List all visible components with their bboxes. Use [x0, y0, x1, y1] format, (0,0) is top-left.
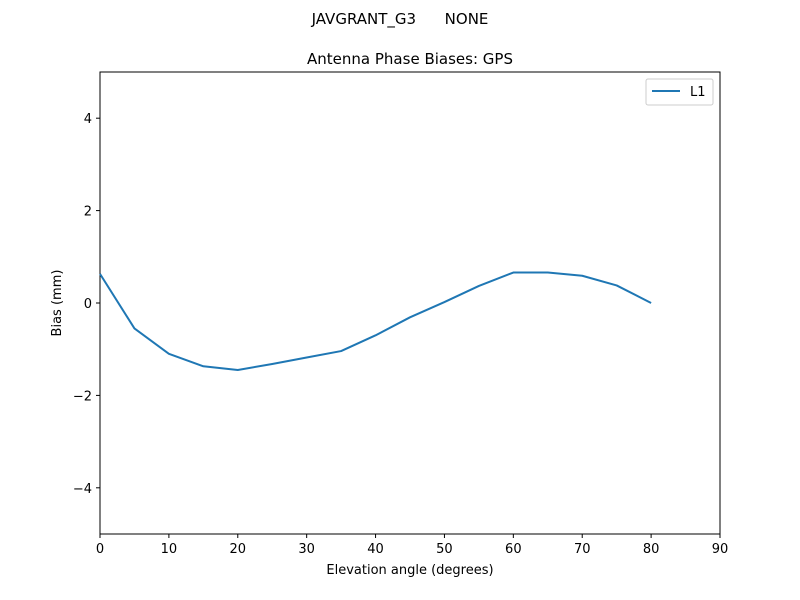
x-tick-label: 10 [161, 542, 178, 557]
x-tick-label: 20 [230, 542, 247, 557]
y-tick-label: −4 [73, 482, 92, 497]
x-tick-label: 70 [574, 542, 591, 557]
x-tick-label: 60 [505, 542, 522, 557]
chart-title: Antenna Phase Biases: GPS [307, 50, 513, 68]
y-tick-label: 2 [84, 205, 92, 220]
y-axis: −4 −2 0 2 4 [73, 112, 100, 497]
x-axis: 0 10 20 30 40 50 60 70 80 90 [96, 534, 728, 557]
y-axis-label: Bias (mm) [50, 270, 65, 337]
x-axis-label: Elevation angle (degrees) [326, 563, 493, 578]
chart-suptitle: JAVGRANT_G3 NONE [311, 10, 489, 29]
legend-label-l1: L1 [690, 85, 706, 100]
legend: L1 [645, 78, 714, 106]
x-tick-label: 80 [643, 542, 660, 557]
x-tick-label: 40 [367, 542, 384, 557]
series-line-l1 [99, 271, 652, 371]
x-tick-label: 50 [436, 542, 453, 557]
y-tick-label: 0 [84, 297, 92, 312]
x-tick-label: 0 [96, 542, 104, 557]
y-tick-label: −2 [73, 389, 92, 404]
plot-area [99, 71, 721, 535]
series-layer [99, 271, 652, 371]
x-tick-label: 30 [298, 542, 315, 557]
x-tick-label: 90 [712, 542, 729, 557]
y-tick-label: 4 [84, 112, 92, 127]
